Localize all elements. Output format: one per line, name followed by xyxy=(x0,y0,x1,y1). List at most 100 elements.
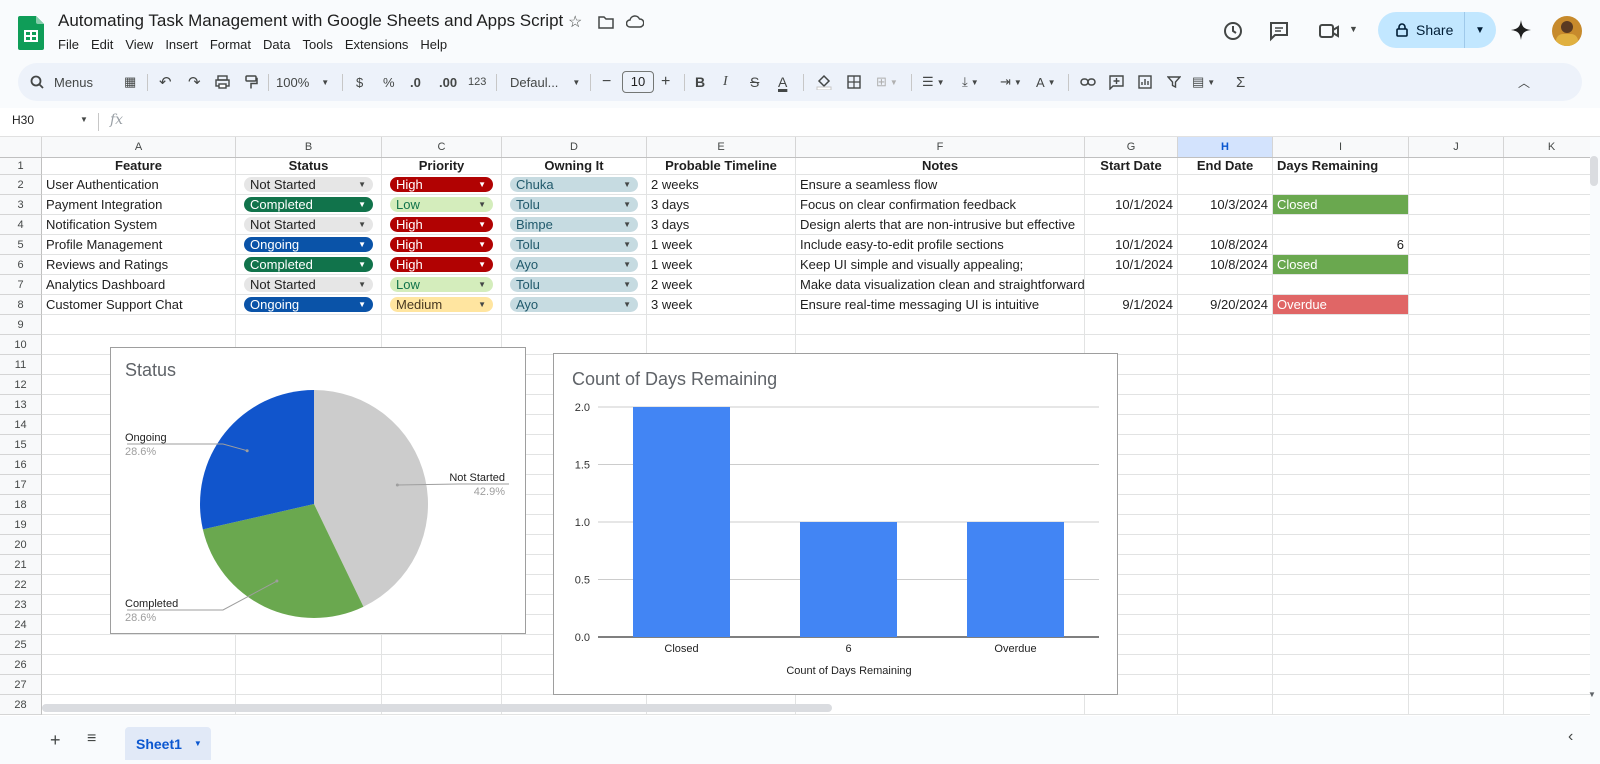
cell[interactable] xyxy=(1178,675,1273,695)
header-cell-timeline[interactable]: Probable Timeline xyxy=(647,158,796,175)
timeline-cell[interactable]: 3 week xyxy=(647,295,796,315)
cell[interactable] xyxy=(1504,435,1590,455)
end-cell[interactable]: 10/8/2024 xyxy=(1178,255,1273,275)
start-cell[interactable] xyxy=(1085,275,1178,295)
version-history-icon[interactable] xyxy=(1222,20,1244,42)
status-dropdown-chip[interactable]: Ongoing ▼ xyxy=(244,237,373,252)
priority-cell[interactable]: Medium ▼ xyxy=(382,295,502,315)
feature-cell[interactable]: Analytics Dashboard xyxy=(42,275,236,295)
menu-format[interactable]: Format xyxy=(209,37,251,52)
cell[interactable] xyxy=(1085,655,1178,675)
start-cell[interactable] xyxy=(1085,215,1178,235)
cell[interactable] xyxy=(1273,415,1409,435)
cell[interactable] xyxy=(1504,415,1590,435)
status-dropdown-chip[interactable]: Completed ▼ xyxy=(244,197,373,212)
row-header-1[interactable]: 1 xyxy=(0,158,42,175)
days-cell[interactable] xyxy=(1273,215,1409,235)
column-header-a[interactable]: A xyxy=(42,137,236,157)
cell[interactable] xyxy=(1504,295,1590,315)
row-header-4[interactable]: 4 xyxy=(0,215,42,235)
cell[interactable] xyxy=(1178,335,1273,355)
cell[interactable] xyxy=(1409,195,1504,215)
cell[interactable] xyxy=(1409,175,1504,195)
chevron-down-icon[interactable]: ▼ xyxy=(358,260,366,269)
cell[interactable] xyxy=(1504,655,1590,675)
cell[interactable] xyxy=(1085,435,1178,455)
chevron-down-icon[interactable]: ▼ xyxy=(623,200,631,209)
header-cell-feature[interactable]: Feature xyxy=(42,158,236,175)
cell[interactable] xyxy=(1409,615,1504,635)
cell[interactable] xyxy=(1273,435,1409,455)
owner-cell[interactable]: Tolu ▼ xyxy=(502,195,647,215)
header-cell-owner[interactable]: Owning It xyxy=(502,158,647,175)
cell[interactable] xyxy=(1178,375,1273,395)
timeline-cell[interactable]: 2 week xyxy=(647,275,796,295)
cell[interactable] xyxy=(1409,635,1504,655)
notes-cell[interactable]: Ensure a seamless flow xyxy=(796,175,1085,195)
cell[interactable] xyxy=(382,315,502,335)
row-header-3[interactable]: 3 xyxy=(0,195,42,215)
menu-edit[interactable]: Edit xyxy=(90,37,114,52)
cell[interactable] xyxy=(1178,355,1273,375)
row-header-6[interactable]: 6 xyxy=(0,255,42,275)
row-header-19[interactable]: 19 xyxy=(0,515,42,535)
move-folder-icon[interactable] xyxy=(598,15,614,29)
column-header-e[interactable]: E xyxy=(647,137,796,157)
column-header-i[interactable]: I xyxy=(1273,137,1409,157)
chevron-down-icon[interactable]: ▼ xyxy=(478,220,486,229)
row-header-17[interactable]: 17 xyxy=(0,475,42,495)
owner-dropdown-chip[interactable]: Ayo ▼ xyxy=(510,297,638,312)
owner-cell[interactable]: Bimpe ▼ xyxy=(502,215,647,235)
text-rotation-icon[interactable]: A ▼ xyxy=(1036,74,1056,90)
avatar[interactable] xyxy=(1552,16,1582,46)
column-header-h[interactable]: H xyxy=(1178,137,1273,157)
status-cell[interactable]: Completed ▼ xyxy=(236,255,382,275)
share-dropdown-icon[interactable]: ▼ xyxy=(1464,12,1495,48)
end-cell[interactable] xyxy=(1178,215,1273,235)
cell[interactable] xyxy=(1409,475,1504,495)
row-header-28[interactable]: 28 xyxy=(0,695,42,715)
row-header-27[interactable]: 27 xyxy=(0,675,42,695)
cell[interactable] xyxy=(1085,375,1178,395)
increase-decimal-button[interactable]: .00 xyxy=(439,74,458,90)
cell[interactable] xyxy=(1085,335,1178,355)
cell[interactable] xyxy=(1085,635,1178,655)
comments-icon[interactable] xyxy=(1268,20,1290,42)
end-cell[interactable]: 10/3/2024 xyxy=(1178,195,1273,215)
chevron-down-icon[interactable]: ▼ xyxy=(358,300,366,309)
end-cell[interactable]: 9/20/2024 xyxy=(1178,295,1273,315)
insert-chart-icon[interactable] xyxy=(1138,63,1152,101)
feature-cell[interactable]: User Authentication xyxy=(42,175,236,195)
cell[interactable] xyxy=(1409,235,1504,255)
row-header-8[interactable]: 8 xyxy=(0,295,42,315)
row-header-11[interactable]: 11 xyxy=(0,355,42,375)
timeline-cell[interactable]: 1 week xyxy=(647,235,796,255)
cell[interactable] xyxy=(382,675,502,695)
chevron-down-icon[interactable]: ▼ xyxy=(358,280,366,289)
timeline-cell[interactable]: 3 days xyxy=(647,215,796,235)
owner-dropdown-chip[interactable]: Tolu ▼ xyxy=(510,237,638,252)
meet-dropdown-icon[interactable]: ▼ xyxy=(1349,24,1358,34)
cell[interactable] xyxy=(1178,535,1273,555)
paint-format-icon[interactable] xyxy=(244,63,258,101)
cell[interactable] xyxy=(1409,355,1504,375)
pie-slice-completed[interactable] xyxy=(202,504,364,618)
increase-font-size-icon[interactable]: + xyxy=(661,73,671,90)
column-header-b[interactable]: B xyxy=(236,137,382,157)
bold-icon[interactable]: B xyxy=(695,74,706,90)
cell[interactable] xyxy=(1409,515,1504,535)
cell[interactable] xyxy=(1273,355,1409,375)
cell[interactable] xyxy=(1178,655,1273,675)
cell[interactable] xyxy=(1178,695,1273,715)
cell[interactable] xyxy=(647,315,796,335)
cell[interactable] xyxy=(236,655,382,675)
cell[interactable] xyxy=(1504,635,1590,655)
text-color-icon[interactable]: A xyxy=(778,74,788,90)
priority-cell[interactable]: High ▼ xyxy=(382,235,502,255)
cell[interactable] xyxy=(1085,455,1178,475)
row-header-13[interactable]: 13 xyxy=(0,395,42,415)
row-header-24[interactable]: 24 xyxy=(0,615,42,635)
collapse-side-panel-icon[interactable]: ‹ xyxy=(1568,728,1574,745)
row-header-18[interactable]: 18 xyxy=(0,495,42,515)
notes-cell[interactable]: Include easy-to-edit profile sections xyxy=(796,235,1085,255)
